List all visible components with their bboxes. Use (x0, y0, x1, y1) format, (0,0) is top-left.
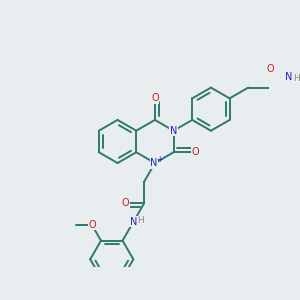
Text: O: O (151, 93, 159, 103)
Text: N: N (150, 158, 158, 168)
Text: N: N (170, 126, 177, 136)
Text: N: N (285, 72, 292, 82)
Text: O: O (191, 147, 199, 157)
Text: O: O (266, 64, 274, 74)
Text: O: O (88, 220, 96, 230)
Text: H: H (137, 216, 144, 225)
Text: +: + (156, 155, 163, 164)
Text: N: N (130, 217, 137, 227)
Text: H: H (293, 74, 300, 83)
Text: O: O (122, 198, 130, 208)
